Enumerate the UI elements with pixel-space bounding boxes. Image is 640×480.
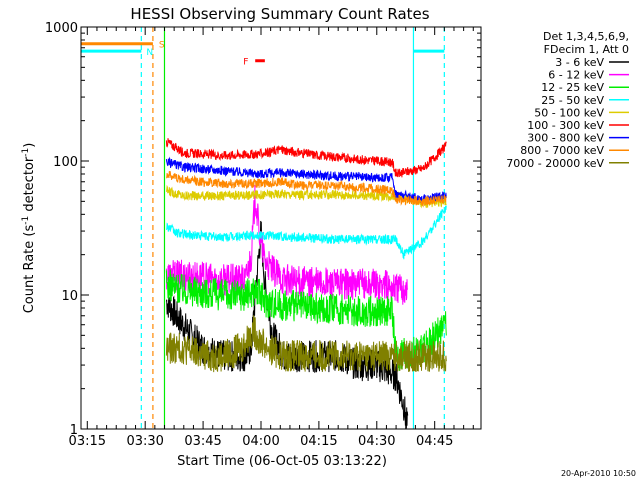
- flare-label: F: [243, 58, 248, 68]
- x-axis-label: Start Time (06-Oct-05 03:13:22): [177, 454, 387, 469]
- night-label: N: [146, 48, 153, 58]
- legend-header-1: Det 1,3,4,5,6,9,: [543, 30, 629, 43]
- footer-timestamp: 20-Apr-2010 10:50: [561, 469, 636, 478]
- legend-label-5: 100 - 300 keV: [527, 119, 604, 132]
- chart-title: HESSI Observing Summary Count Rates: [130, 5, 429, 23]
- legend-label-4: 50 - 100 keV: [534, 106, 604, 119]
- legend-label-8: 7000 - 20000 keV: [506, 157, 604, 170]
- y-tick-label-2: 100: [53, 155, 78, 170]
- series-line-1: [165, 185, 409, 305]
- x-tick-label-3: 04:00: [242, 434, 279, 449]
- x-tick-label-2: 03:45: [184, 434, 221, 449]
- legend-label-2: 12 - 25 keV: [541, 81, 604, 94]
- x-tick-label-4: 04:15: [300, 434, 337, 449]
- series-line-5: [165, 138, 447, 178]
- y-tick-label-0: 1: [70, 423, 78, 438]
- y-tick-label-3: 1000: [45, 21, 78, 36]
- series-line-6: [165, 156, 447, 205]
- series-line-7: [166, 170, 447, 208]
- legend-label-1: 6 - 12 keV: [548, 69, 604, 82]
- y-axis-label-end: ): [22, 143, 37, 148]
- y-axis-label-sup2: -1: [21, 148, 31, 157]
- legend-label-7: 800 - 7000 keV: [520, 144, 604, 157]
- y-axis-label-mid: detector: [22, 156, 37, 216]
- x-tick-label-0: 03:15: [69, 434, 106, 449]
- plot-frame: [80, 26, 482, 430]
- legend-label-0: 3 - 6 keV: [555, 56, 604, 69]
- x-tick-label-5: 04:30: [358, 434, 395, 449]
- y-axis-label: Count Rate (s-1 detector-1): [21, 143, 37, 314]
- series-line-3: [165, 205, 447, 260]
- y-axis-label-sup1: -1: [21, 216, 31, 225]
- y-axis-label-main: Count Rate (s: [22, 225, 37, 314]
- legend: Det 1,3,4,5,6,9,FDecim 1, Att 03 - 6 keV…: [506, 30, 629, 170]
- saa-label: S: [159, 41, 165, 51]
- x-tick-label-6: 04:45: [416, 434, 453, 449]
- series-line-8: [165, 315, 447, 373]
- legend-label-3: 25 - 50 keV: [541, 94, 604, 107]
- legend-header-2: FDecim 1, Att 0: [544, 43, 629, 56]
- legend-label-6: 300 - 800 keV: [527, 132, 604, 145]
- x-tick-label-1: 03:30: [126, 434, 163, 449]
- y-tick-label-1: 10: [61, 289, 78, 304]
